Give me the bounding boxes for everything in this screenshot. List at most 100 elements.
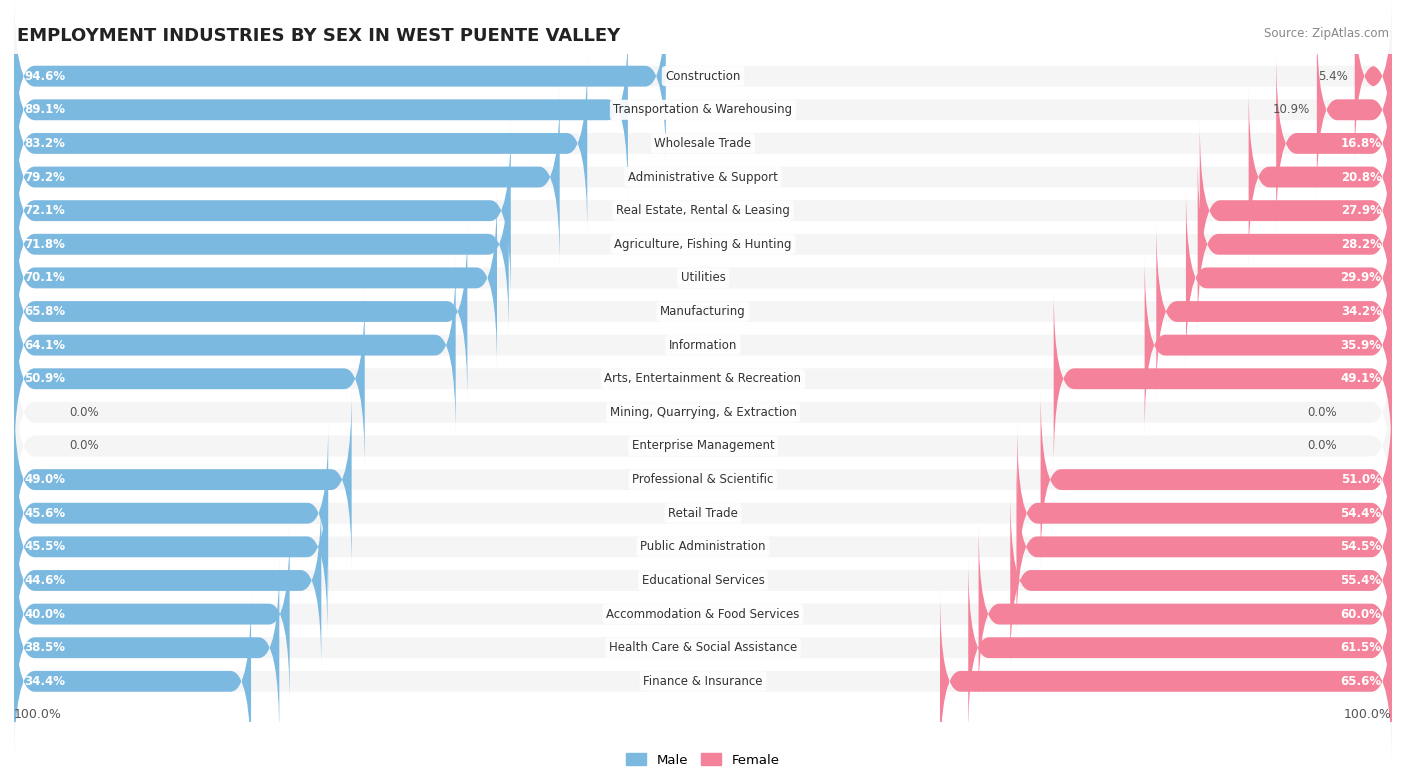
FancyBboxPatch shape	[14, 456, 1392, 637]
FancyBboxPatch shape	[14, 120, 510, 301]
Text: 89.1%: 89.1%	[24, 103, 66, 116]
FancyBboxPatch shape	[14, 87, 1392, 268]
FancyBboxPatch shape	[14, 19, 1392, 200]
FancyBboxPatch shape	[1053, 289, 1392, 469]
Text: 100.0%: 100.0%	[1344, 708, 1392, 722]
Text: 29.9%: 29.9%	[1340, 272, 1382, 284]
FancyBboxPatch shape	[1017, 423, 1392, 604]
Text: Health Care & Social Assistance: Health Care & Social Assistance	[609, 641, 797, 654]
Text: 0.0%: 0.0%	[1308, 439, 1337, 452]
FancyBboxPatch shape	[1249, 87, 1392, 268]
Text: 38.5%: 38.5%	[24, 641, 66, 654]
Text: Accommodation & Food Services: Accommodation & Food Services	[606, 608, 800, 621]
Text: 0.0%: 0.0%	[1308, 406, 1337, 419]
Text: 40.0%: 40.0%	[24, 608, 65, 621]
Text: 51.0%: 51.0%	[1341, 473, 1382, 486]
Text: 71.8%: 71.8%	[24, 237, 65, 251]
FancyBboxPatch shape	[14, 154, 1392, 334]
Text: 34.2%: 34.2%	[1341, 305, 1382, 318]
FancyBboxPatch shape	[14, 557, 280, 738]
Text: Source: ZipAtlas.com: Source: ZipAtlas.com	[1264, 27, 1389, 40]
Text: 10.9%: 10.9%	[1272, 103, 1310, 116]
Text: Retail Trade: Retail Trade	[668, 507, 738, 520]
FancyBboxPatch shape	[14, 53, 1392, 234]
Text: Agriculture, Fishing & Hunting: Agriculture, Fishing & Hunting	[614, 237, 792, 251]
FancyBboxPatch shape	[14, 423, 328, 604]
FancyBboxPatch shape	[14, 0, 1392, 167]
Text: 27.9%: 27.9%	[1341, 204, 1382, 217]
Text: 100.0%: 100.0%	[14, 708, 62, 722]
FancyBboxPatch shape	[14, 255, 1392, 435]
Text: 61.5%: 61.5%	[1340, 641, 1382, 654]
Text: Construction: Construction	[665, 70, 741, 83]
FancyBboxPatch shape	[1017, 456, 1392, 637]
FancyBboxPatch shape	[14, 120, 1392, 301]
Text: 35.9%: 35.9%	[1340, 338, 1382, 352]
FancyBboxPatch shape	[14, 322, 1392, 503]
Text: 54.4%: 54.4%	[1340, 507, 1382, 520]
Text: 5.4%: 5.4%	[1317, 70, 1348, 83]
Text: Real Estate, Rental & Leasing: Real Estate, Rental & Leasing	[616, 204, 790, 217]
Text: 49.0%: 49.0%	[24, 473, 66, 486]
Text: 72.1%: 72.1%	[24, 204, 65, 217]
Text: Mining, Quarrying, & Extraction: Mining, Quarrying, & Extraction	[610, 406, 796, 419]
Text: 28.2%: 28.2%	[1341, 237, 1382, 251]
FancyBboxPatch shape	[979, 524, 1392, 705]
FancyBboxPatch shape	[969, 557, 1392, 738]
Text: 94.6%: 94.6%	[24, 70, 66, 83]
Text: Wholesale Trade: Wholesale Trade	[654, 137, 752, 150]
Text: 83.2%: 83.2%	[24, 137, 65, 150]
FancyBboxPatch shape	[14, 87, 560, 268]
FancyBboxPatch shape	[1185, 188, 1392, 369]
FancyBboxPatch shape	[14, 591, 1392, 772]
FancyBboxPatch shape	[14, 221, 467, 402]
FancyBboxPatch shape	[14, 289, 364, 469]
Text: Arts, Entertainment & Recreation: Arts, Entertainment & Recreation	[605, 372, 801, 385]
Text: 65.6%: 65.6%	[1340, 675, 1382, 688]
FancyBboxPatch shape	[14, 154, 509, 334]
Text: 49.1%: 49.1%	[1340, 372, 1382, 385]
FancyBboxPatch shape	[14, 19, 628, 200]
FancyBboxPatch shape	[14, 490, 322, 671]
Text: 79.2%: 79.2%	[24, 171, 65, 184]
Text: Finance & Insurance: Finance & Insurance	[644, 675, 762, 688]
Text: 60.0%: 60.0%	[1341, 608, 1382, 621]
FancyBboxPatch shape	[14, 390, 352, 570]
Text: 45.6%: 45.6%	[24, 507, 66, 520]
Text: EMPLOYMENT INDUSTRIES BY SEX IN WEST PUENTE VALLEY: EMPLOYMENT INDUSTRIES BY SEX IN WEST PUE…	[17, 27, 620, 45]
FancyBboxPatch shape	[1144, 255, 1392, 435]
Text: 54.5%: 54.5%	[1340, 540, 1382, 553]
Text: 45.5%: 45.5%	[24, 540, 66, 553]
FancyBboxPatch shape	[14, 0, 666, 167]
Text: 65.8%: 65.8%	[24, 305, 66, 318]
FancyBboxPatch shape	[1355, 0, 1392, 167]
FancyBboxPatch shape	[14, 524, 290, 705]
FancyBboxPatch shape	[14, 423, 1392, 604]
FancyBboxPatch shape	[941, 591, 1392, 772]
FancyBboxPatch shape	[14, 221, 1392, 402]
FancyBboxPatch shape	[1040, 390, 1392, 570]
Text: Information: Information	[669, 338, 737, 352]
Legend: Male, Female: Male, Female	[621, 748, 785, 772]
FancyBboxPatch shape	[14, 591, 252, 772]
Text: 0.0%: 0.0%	[69, 406, 98, 419]
FancyBboxPatch shape	[14, 255, 456, 435]
Text: 16.8%: 16.8%	[1340, 137, 1382, 150]
FancyBboxPatch shape	[14, 456, 328, 637]
Text: 44.6%: 44.6%	[24, 574, 66, 587]
FancyBboxPatch shape	[14, 289, 1392, 469]
Text: Public Administration: Public Administration	[640, 540, 766, 553]
Text: 70.1%: 70.1%	[24, 272, 65, 284]
Text: 50.9%: 50.9%	[24, 372, 66, 385]
Text: Professional & Scientific: Professional & Scientific	[633, 473, 773, 486]
FancyBboxPatch shape	[14, 188, 496, 369]
Text: Educational Services: Educational Services	[641, 574, 765, 587]
Text: Manufacturing: Manufacturing	[661, 305, 745, 318]
FancyBboxPatch shape	[1198, 154, 1392, 334]
Text: Administrative & Support: Administrative & Support	[628, 171, 778, 184]
FancyBboxPatch shape	[1156, 221, 1392, 402]
Text: Enterprise Management: Enterprise Management	[631, 439, 775, 452]
Text: 20.8%: 20.8%	[1341, 171, 1382, 184]
FancyBboxPatch shape	[1317, 19, 1392, 200]
Text: 55.4%: 55.4%	[1340, 574, 1382, 587]
